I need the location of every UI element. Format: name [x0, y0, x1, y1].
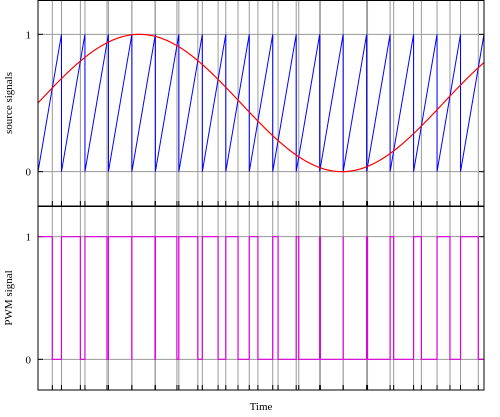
y-tick-label: 0	[26, 167, 32, 179]
sawtooth-carrier-line	[37, 34, 485, 172]
pwm-output-line	[38, 236, 484, 360]
y-tick-label: 1	[26, 29, 32, 41]
sine-reference-line	[37, 33, 485, 173]
vertical-gridlines	[51, 0, 479, 206]
source-signals-panel: 0 1 source signals	[3, 0, 485, 207]
y-tick-label: 1	[26, 232, 32, 244]
plot-frame	[37, 206, 485, 391]
y-axis-label: source signals	[3, 72, 15, 134]
y-tick-label: 0	[26, 354, 32, 366]
y-axis-label: PWM signal	[3, 270, 15, 325]
pwm-signal-panel: 0 1 PWM signal	[3, 206, 485, 391]
vertical-gridlines	[51, 206, 479, 390]
x-axis-label: Time	[250, 401, 273, 413]
